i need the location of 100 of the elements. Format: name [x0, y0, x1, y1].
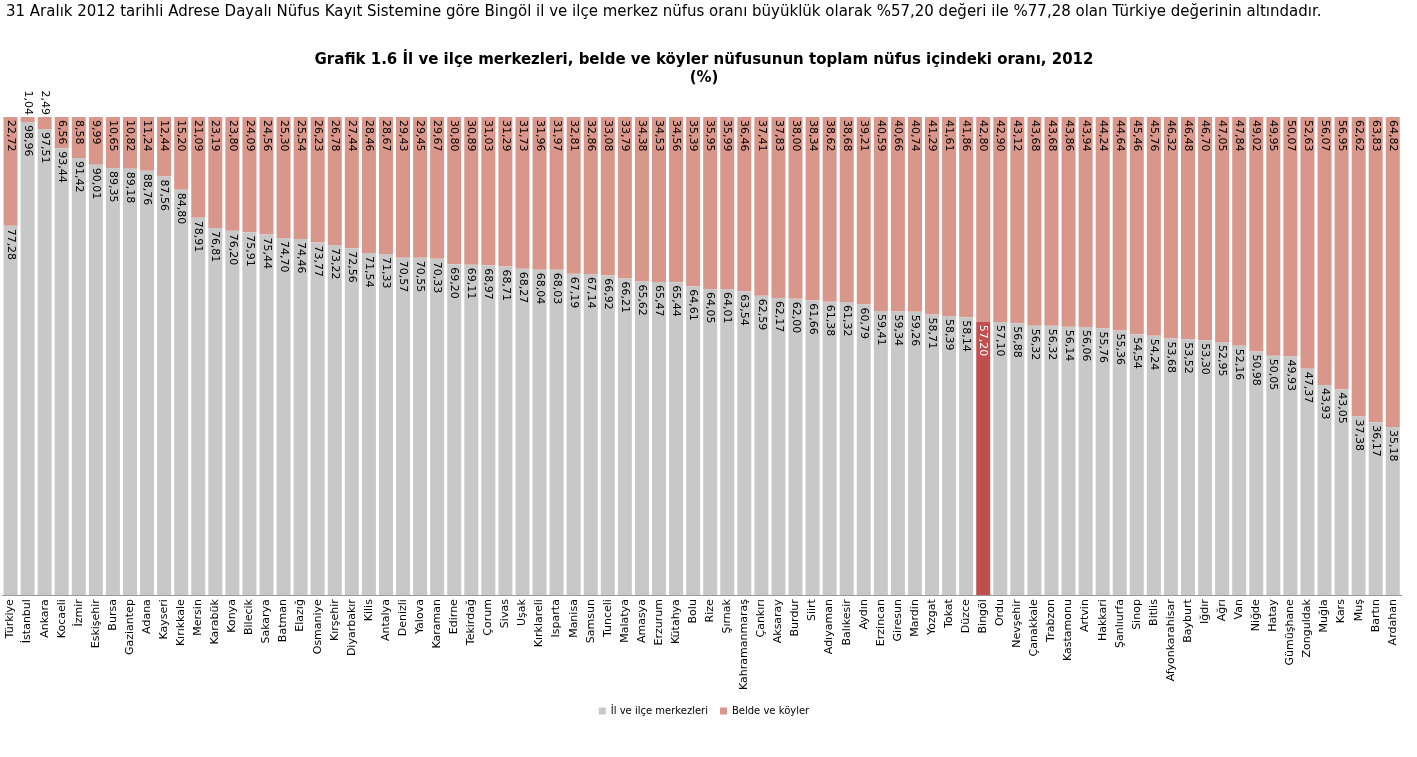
x-tick-label: Kırşehir — [327, 598, 341, 641]
x-tick-label: Erzurum — [651, 599, 665, 646]
data-label: 21,09 — [192, 120, 206, 152]
bar — [1129, 334, 1144, 596]
data-label: 62,59 — [755, 298, 769, 331]
data-label: 66,92 — [601, 278, 615, 310]
data-label: 56,32 — [1045, 328, 1059, 361]
bar — [413, 257, 428, 596]
x-tick-label: Bingöl — [976, 599, 990, 634]
bar — [805, 117, 820, 301]
bar — [225, 117, 240, 231]
bar — [976, 117, 991, 322]
bar — [88, 164, 103, 596]
bar — [259, 234, 274, 596]
bar — [1266, 117, 1281, 356]
x-tick-label: Niğde — [1249, 598, 1263, 632]
bar — [361, 117, 376, 254]
data-label: 6,56 — [55, 120, 69, 145]
x-tick-label: Kütahya — [668, 599, 682, 645]
x-tick-label: Yalova — [412, 599, 426, 636]
data-label: 47,84 — [1233, 120, 1247, 152]
x-tick-label: Tekirdağ — [464, 599, 478, 647]
x-tick-label: Erzincan — [873, 599, 887, 647]
data-label: 31,96 — [533, 120, 547, 152]
data-label: 65,44 — [670, 285, 684, 317]
data-label: 63,54 — [738, 294, 752, 326]
bar — [344, 117, 359, 249]
data-label: 62,00 — [789, 301, 803, 334]
x-tick-label: Isparta — [549, 599, 563, 638]
bar — [1249, 117, 1264, 352]
data-label: 68,03 — [550, 272, 564, 305]
data-label: 36,17 — [1369, 425, 1383, 457]
x-tick-label: Karabük — [208, 598, 222, 645]
data-label: 33,08 — [601, 120, 615, 152]
data-label: 73,22 — [328, 248, 342, 280]
data-label: 33,79 — [619, 120, 632, 152]
data-label: 43,94 — [1079, 120, 1093, 152]
bar — [71, 158, 86, 596]
data-label: 68,97 — [482, 268, 496, 300]
data-label: 56,95 — [1335, 120, 1349, 152]
data-label: 74,70 — [277, 240, 291, 273]
x-tick-label: Antalya — [378, 599, 392, 641]
data-label: 87,56 — [158, 179, 172, 211]
x-tick-label: Ankara — [37, 599, 51, 638]
data-label: 75,91 — [243, 235, 257, 267]
data-label: 39,21 — [857, 120, 871, 152]
x-tick-label: Aydın — [856, 599, 870, 630]
bar — [174, 189, 189, 596]
bar — [1283, 356, 1298, 596]
bar — [1334, 389, 1349, 596]
bar — [754, 117, 769, 296]
bar — [1351, 117, 1366, 417]
bar — [276, 117, 291, 238]
data-label: 63,83 — [1369, 120, 1383, 152]
x-tick-label: Gümüşhane — [1283, 598, 1297, 666]
data-label: 68,71 — [499, 269, 513, 302]
data-label: 35,18 — [1386, 429, 1400, 462]
data-label: 26,78 — [328, 120, 342, 152]
data-label: 59,34 — [892, 314, 906, 346]
data-label: 26,23 — [311, 120, 325, 152]
bar — [771, 297, 786, 596]
data-label: 55,36 — [1113, 333, 1127, 365]
x-tick-label: Elazığ — [293, 599, 307, 632]
data-label: 84,80 — [175, 192, 189, 225]
data-label: 56,14 — [1062, 329, 1076, 362]
data-label: 31,97 — [550, 120, 564, 152]
x-tick-label: Uşak — [515, 598, 529, 627]
x-tick-label: Bolu — [685, 599, 699, 624]
data-label: 10,82 — [124, 120, 138, 152]
data-label: 53,52 — [1182, 342, 1196, 374]
data-label: 32,86 — [584, 120, 598, 152]
data-label: 67,14 — [584, 277, 598, 309]
bar — [942, 117, 957, 316]
bar — [737, 291, 752, 596]
data-label: 38,00 — [789, 120, 803, 152]
bar — [1027, 117, 1042, 326]
bar — [20, 121, 35, 596]
bar — [1300, 368, 1315, 596]
bar — [634, 117, 649, 282]
bar — [242, 232, 257, 596]
bar — [873, 117, 888, 312]
bar — [669, 117, 684, 283]
chart-subtitle: (%) — [689, 67, 719, 86]
data-label: 54,54 — [1130, 337, 1144, 369]
bar — [1061, 117, 1076, 327]
data-label: 59,41 — [874, 314, 888, 346]
bar — [1215, 341, 1230, 596]
data-label: 52,16 — [1233, 348, 1247, 381]
bar — [549, 269, 564, 596]
x-tick-label: Gaziantep — [122, 599, 136, 655]
data-label: 35,99 — [721, 120, 735, 152]
bar — [532, 117, 547, 270]
data-label: 34,53 — [653, 120, 667, 152]
bar — [1317, 385, 1332, 596]
bar — [20, 117, 35, 122]
x-tick-label: Samsun — [583, 599, 597, 644]
x-tick-label: Tunceli — [600, 599, 614, 639]
bar — [208, 117, 223, 228]
bar — [1010, 323, 1025, 596]
bar — [1044, 117, 1059, 326]
